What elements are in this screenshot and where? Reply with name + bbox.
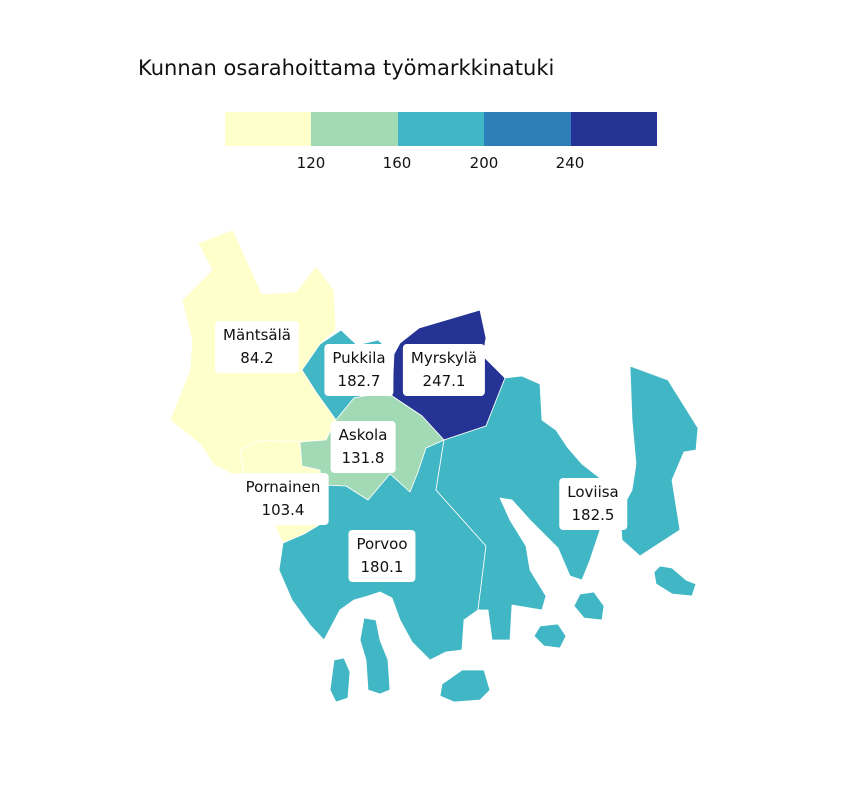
label-mantsala: Mäntsälä 84.2 <box>215 321 299 373</box>
label-value: 182.7 <box>337 372 381 390</box>
label-value: 131.8 <box>341 449 385 467</box>
label-name: Loviisa <box>567 483 619 501</box>
island <box>533 623 567 649</box>
map-title: Kunnan osarahoittama työmarkkinatuki <box>138 56 555 80</box>
legend-swatch <box>225 112 312 146</box>
label-value: 182.5 <box>571 506 615 524</box>
region-loviisa[interactable] <box>435 375 609 641</box>
legend-tick: 120 <box>296 154 326 172</box>
label-value: 247.1 <box>422 372 466 390</box>
label-porvoo: Porvoo 180.1 <box>348 530 416 582</box>
label-name: Pukkila <box>332 349 386 367</box>
legend-swatch <box>570 112 658 146</box>
legend-bar <box>225 112 658 146</box>
island <box>329 657 351 703</box>
label-value: 180.1 <box>360 558 404 576</box>
color-legend: 120 160 200 240 <box>225 112 658 182</box>
label-loviisa: Loviisa 182.5 <box>559 478 627 530</box>
label-pukkila: Pukkila 182.7 <box>324 344 394 396</box>
region-loviisa-east[interactable] <box>619 365 699 557</box>
label-name: Pornainen <box>245 478 321 496</box>
island <box>653 565 697 597</box>
legend-tick: 160 <box>382 154 412 172</box>
label-pornainen: Pornainen 103.4 <box>237 473 329 525</box>
legend-swatch <box>484 112 571 146</box>
label-value: 84.2 <box>240 349 274 367</box>
legend-swatch <box>397 112 485 146</box>
legend-swatch <box>311 112 398 146</box>
label-value: 103.4 <box>261 501 305 519</box>
island <box>359 617 391 695</box>
label-askola: Askola 131.8 <box>330 421 396 473</box>
label-name: Myrskylä <box>410 349 478 367</box>
label-name: Mäntsälä <box>223 326 291 344</box>
legend-tick: 200 <box>469 154 499 172</box>
island <box>439 669 491 703</box>
island <box>573 591 605 621</box>
label-myrskyla: Myrskylä 247.1 <box>402 344 486 396</box>
label-name: Askola <box>338 426 388 444</box>
label-name: Porvoo <box>356 535 408 553</box>
legend-tick: 240 <box>555 154 585 172</box>
